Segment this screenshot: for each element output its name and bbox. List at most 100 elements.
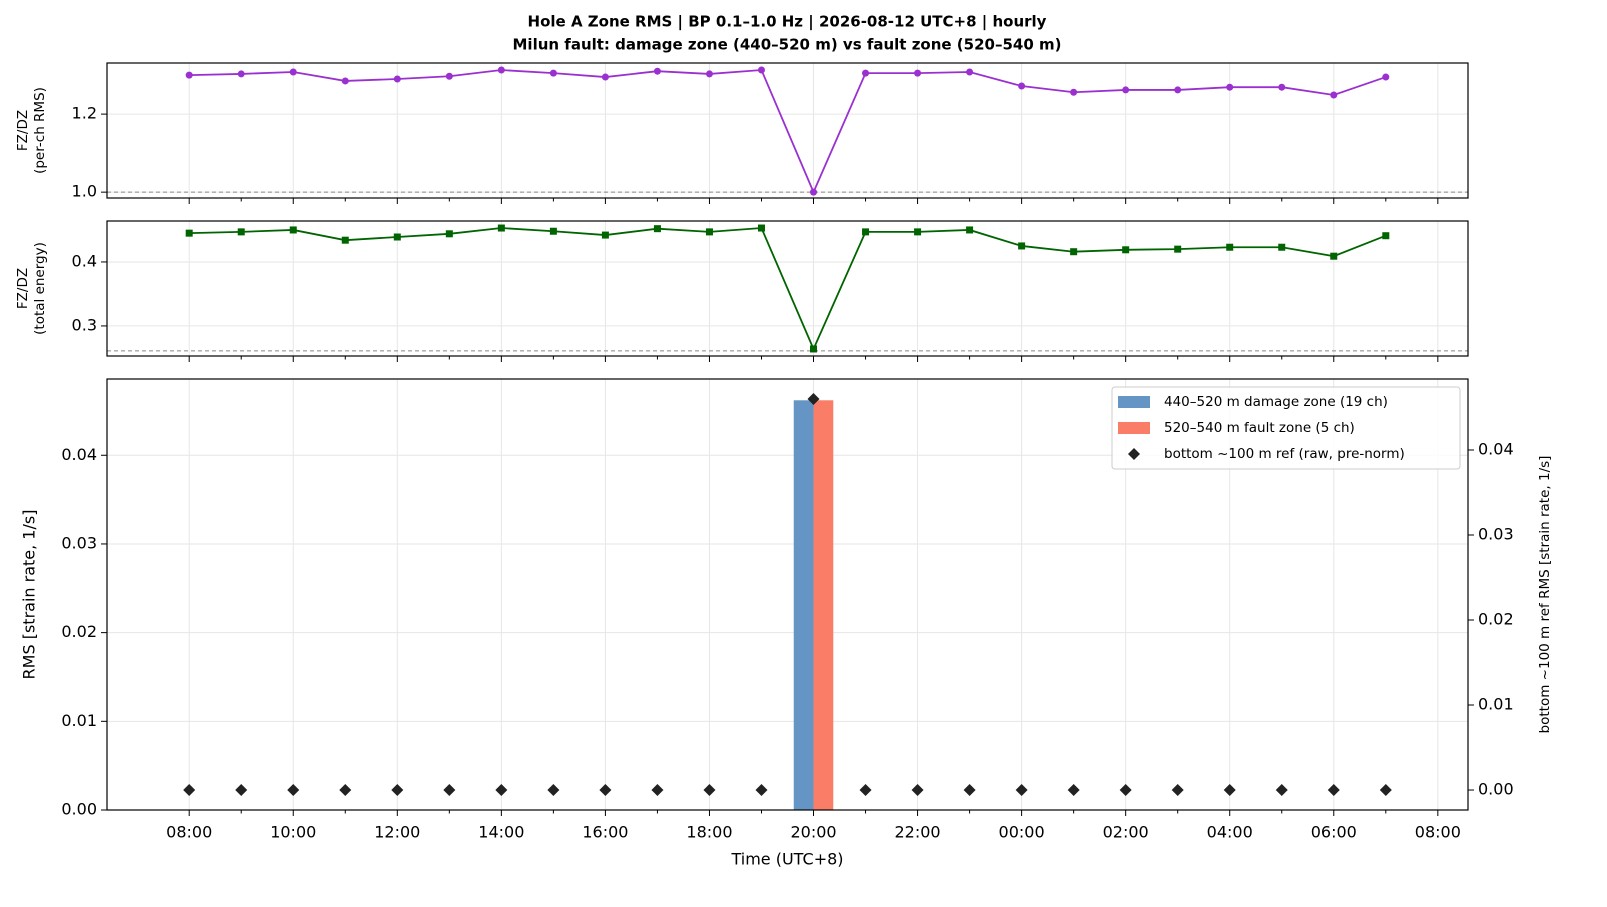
y-tick-label: 1.0 xyxy=(72,182,97,201)
marker xyxy=(443,784,456,797)
marker xyxy=(1330,252,1338,260)
x-tick-label: 08:00 xyxy=(1415,823,1461,842)
marker xyxy=(1382,232,1390,240)
x-tick-label: 18:00 xyxy=(686,823,732,842)
y-axis-label: RMS [strain rate, 1/s] xyxy=(20,510,39,680)
y-tick-label: 0.3 xyxy=(72,315,97,334)
marker xyxy=(599,784,612,797)
marker xyxy=(703,784,716,797)
marker xyxy=(1382,73,1390,81)
y-tick-label: 0.03 xyxy=(61,533,97,552)
marker xyxy=(547,784,560,797)
marker xyxy=(1226,83,1234,91)
y2-tick-label: 0.03 xyxy=(1478,524,1514,543)
marker xyxy=(235,784,248,797)
plot-frame xyxy=(106,378,1469,811)
y-axis-label: FZ/DZ xyxy=(15,268,31,309)
y2-tick-label: 0.04 xyxy=(1478,439,1514,458)
marker xyxy=(183,784,196,797)
marker xyxy=(651,784,664,797)
marker xyxy=(1223,784,1236,797)
marker xyxy=(1174,245,1182,253)
marker xyxy=(549,69,557,77)
y2-tick-label: 0.02 xyxy=(1478,610,1514,629)
x-tick-label: 16:00 xyxy=(582,823,628,842)
x-axis-label: Time (UTC+8) xyxy=(730,850,843,869)
x-tick-label: 22:00 xyxy=(895,823,941,842)
marker xyxy=(911,784,924,797)
marker xyxy=(497,224,505,232)
legend-label: 520–540 m fault zone (5 ch) xyxy=(1164,420,1355,436)
marker xyxy=(862,69,870,77)
x-tick-label: 08:00 xyxy=(166,823,212,842)
x-tick-label: 10:00 xyxy=(270,823,316,842)
legend-swatch xyxy=(1118,396,1150,408)
chart-subtitle: Milun fault: damage zone (440–520 m) vs … xyxy=(513,36,1062,54)
marker xyxy=(1122,86,1130,94)
plot-frame xyxy=(106,220,1469,357)
marker xyxy=(445,72,453,80)
marker xyxy=(1174,86,1182,94)
y2-axis-label: bottom ~100 m ref RMS [strain rate, 1/s] xyxy=(1537,456,1553,734)
marker xyxy=(757,66,765,74)
marker xyxy=(601,231,609,239)
marker xyxy=(859,784,872,797)
marker xyxy=(966,226,974,234)
marker xyxy=(1070,88,1078,96)
x-tick-label: 12:00 xyxy=(374,823,420,842)
y-tick-label: 0.01 xyxy=(61,711,97,730)
marker xyxy=(1015,784,1028,797)
marker xyxy=(393,75,401,83)
marker xyxy=(755,784,768,797)
marker xyxy=(445,230,453,238)
marker xyxy=(810,345,818,353)
y-tick-label: 0.4 xyxy=(72,251,97,270)
marker xyxy=(1119,784,1132,797)
y2-tick-label: 0.01 xyxy=(1478,695,1514,714)
line xyxy=(189,69,1387,195)
marker xyxy=(1067,784,1080,797)
x-tick-label: 02:00 xyxy=(1103,823,1149,842)
marker xyxy=(1018,242,1026,250)
marker xyxy=(289,68,297,76)
plot-frame xyxy=(106,62,1469,199)
marker xyxy=(289,226,297,234)
marker xyxy=(653,67,661,75)
marker xyxy=(807,392,820,405)
x-tick-label: 04:00 xyxy=(1207,823,1253,842)
marker xyxy=(705,228,713,236)
marker xyxy=(495,784,508,797)
marker xyxy=(341,77,349,85)
marker xyxy=(341,236,349,244)
marker xyxy=(237,228,245,236)
y-tick-label: 0.00 xyxy=(61,800,97,819)
marker xyxy=(1226,243,1234,251)
marker xyxy=(393,233,401,241)
marker xyxy=(757,224,765,232)
legend-box xyxy=(1111,386,1461,470)
legend-marker xyxy=(1128,448,1140,460)
marker xyxy=(705,70,713,78)
marker xyxy=(237,70,245,78)
marker xyxy=(601,73,609,81)
y-axis-label: FZ/DZ xyxy=(15,110,31,151)
marker xyxy=(1275,784,1288,797)
marker xyxy=(185,71,193,79)
y-tick-label: 1.2 xyxy=(72,104,97,123)
legend-swatch xyxy=(1118,422,1150,434)
x-tick-label: 00:00 xyxy=(999,823,1045,842)
marker xyxy=(339,784,352,797)
marker xyxy=(914,228,922,236)
marker xyxy=(653,225,661,233)
marker xyxy=(287,784,300,797)
y-tick-label: 0.04 xyxy=(61,445,97,464)
x-tick-label: 20:00 xyxy=(790,823,836,842)
bar xyxy=(813,400,834,810)
y2-tick-label: 0.00 xyxy=(1478,780,1514,799)
bar xyxy=(793,400,814,810)
marker xyxy=(185,229,193,237)
marker xyxy=(1018,82,1026,90)
y-axis-label: (total energy) xyxy=(32,242,48,335)
marker xyxy=(497,66,505,74)
